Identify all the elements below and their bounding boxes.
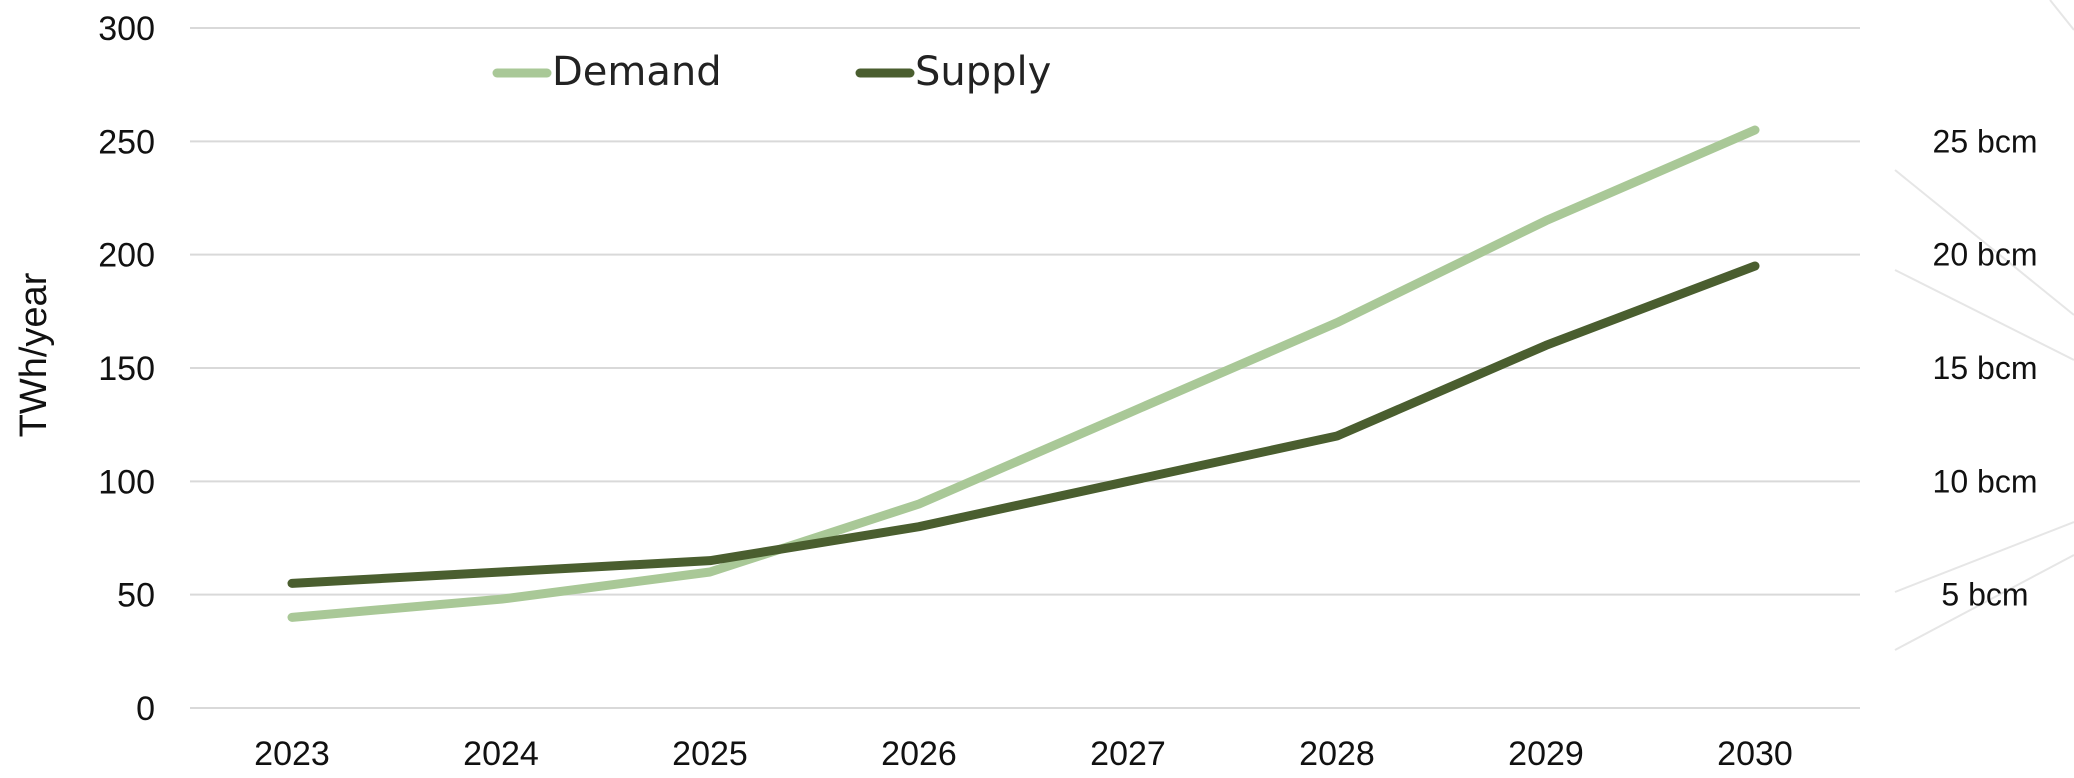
secondary-axis-labels: 25 bcm 20 bcm 15 bcm 10 bcm 5 bcm: [1933, 123, 2038, 612]
y-tick-label: 250: [98, 123, 155, 161]
x-tick-label: 2025: [672, 735, 748, 773]
decorative-lines: [1894, 0, 2074, 651]
y-tick-label: 50: [117, 577, 155, 615]
y-tick-label: 300: [98, 10, 155, 48]
secondary-axis-label: 5 bcm: [1941, 577, 2028, 613]
legend-label-demand: Demand: [552, 49, 722, 95]
grid-lines: [190, 27, 1860, 709]
x-tick-label: 2023: [254, 735, 330, 773]
y-tick-label: 100: [98, 463, 155, 501]
secondary-axis-label: 20 bcm: [1933, 237, 2038, 273]
series-line-demand: [287, 125, 1760, 622]
y-tick-label: 0: [136, 690, 155, 728]
x-tick-label: 2026: [881, 735, 957, 773]
series-lines: [287, 125, 1760, 622]
x-tick-label: 2024: [463, 735, 539, 773]
x-tick-label: 2027: [1090, 735, 1166, 773]
legend: Demand Supply: [492, 49, 1051, 95]
y-tick-label: 150: [98, 350, 155, 388]
x-tick-label: 2029: [1508, 735, 1584, 773]
x-axis-ticks: 2023 2024 2025 2026 2027 2028 2029 2030: [254, 735, 1793, 773]
x-tick-label: 2030: [1717, 735, 1793, 773]
y-tick-label: 200: [98, 237, 155, 275]
legend-label-supply: Supply: [915, 49, 1051, 95]
secondary-axis-label: 10 bcm: [1933, 463, 2038, 499]
y-axis-ticks: 0 50 100 150 200 250 300: [98, 10, 155, 728]
x-tick-label: 2028: [1299, 735, 1375, 773]
secondary-axis-label: 25 bcm: [1933, 123, 2038, 159]
series-line-supply: [287, 261, 1760, 588]
secondary-axis-label: 15 bcm: [1933, 350, 2038, 386]
y-axis-label: TWh/year: [13, 272, 55, 437]
